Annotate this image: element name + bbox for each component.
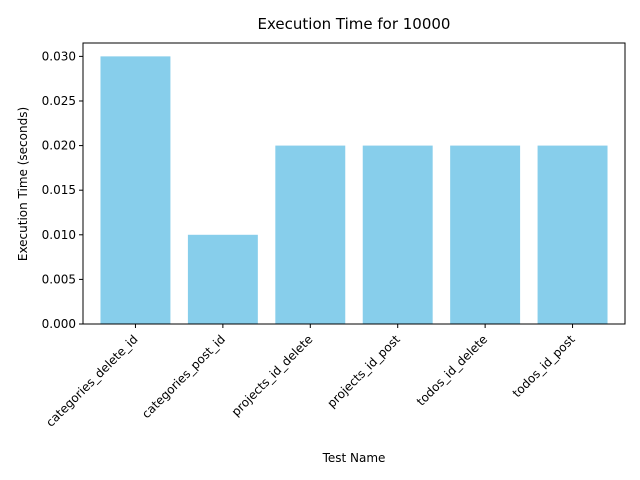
bar-projects_id_post xyxy=(362,145,433,324)
bar-todos_id_delete xyxy=(450,145,521,324)
x-tick-label: categories_post_id xyxy=(139,332,228,421)
y-tick-label: 0.000 xyxy=(42,317,76,331)
y-tick-label: 0.010 xyxy=(42,228,76,242)
x-axis-label: Test Name xyxy=(322,451,386,465)
y-tick-label: 0.030 xyxy=(42,49,76,63)
y-axis-label: Execution Time (seconds) xyxy=(16,107,30,261)
bar-todos_id_post xyxy=(537,145,608,324)
bar-categories_post_id xyxy=(187,234,258,324)
y-tick-label: 0.025 xyxy=(42,94,76,108)
bars-group xyxy=(100,56,608,324)
plot-frame xyxy=(82,42,626,325)
y-tick-label: 0.005 xyxy=(42,272,76,286)
x-tick-label: todos_id_delete xyxy=(414,332,490,408)
chart-title: Execution Time for 10000 xyxy=(258,15,451,33)
y-tick-label: 0.015 xyxy=(42,183,76,197)
x-tick-label: categories_delete_id xyxy=(43,332,140,429)
x-tick-label: projects_id_delete xyxy=(229,332,316,419)
x-tick-label: todos_id_post xyxy=(510,332,578,400)
x-tick-label: projects_id_post xyxy=(324,332,403,411)
bar-projects_id_delete xyxy=(275,145,346,324)
y-tick-label: 0.020 xyxy=(42,139,76,153)
bar-categories_delete_id xyxy=(100,56,171,324)
y-axis: 0.000 0.005 0.010 0.015 0.020 0.025 0.030 xyxy=(42,49,83,331)
